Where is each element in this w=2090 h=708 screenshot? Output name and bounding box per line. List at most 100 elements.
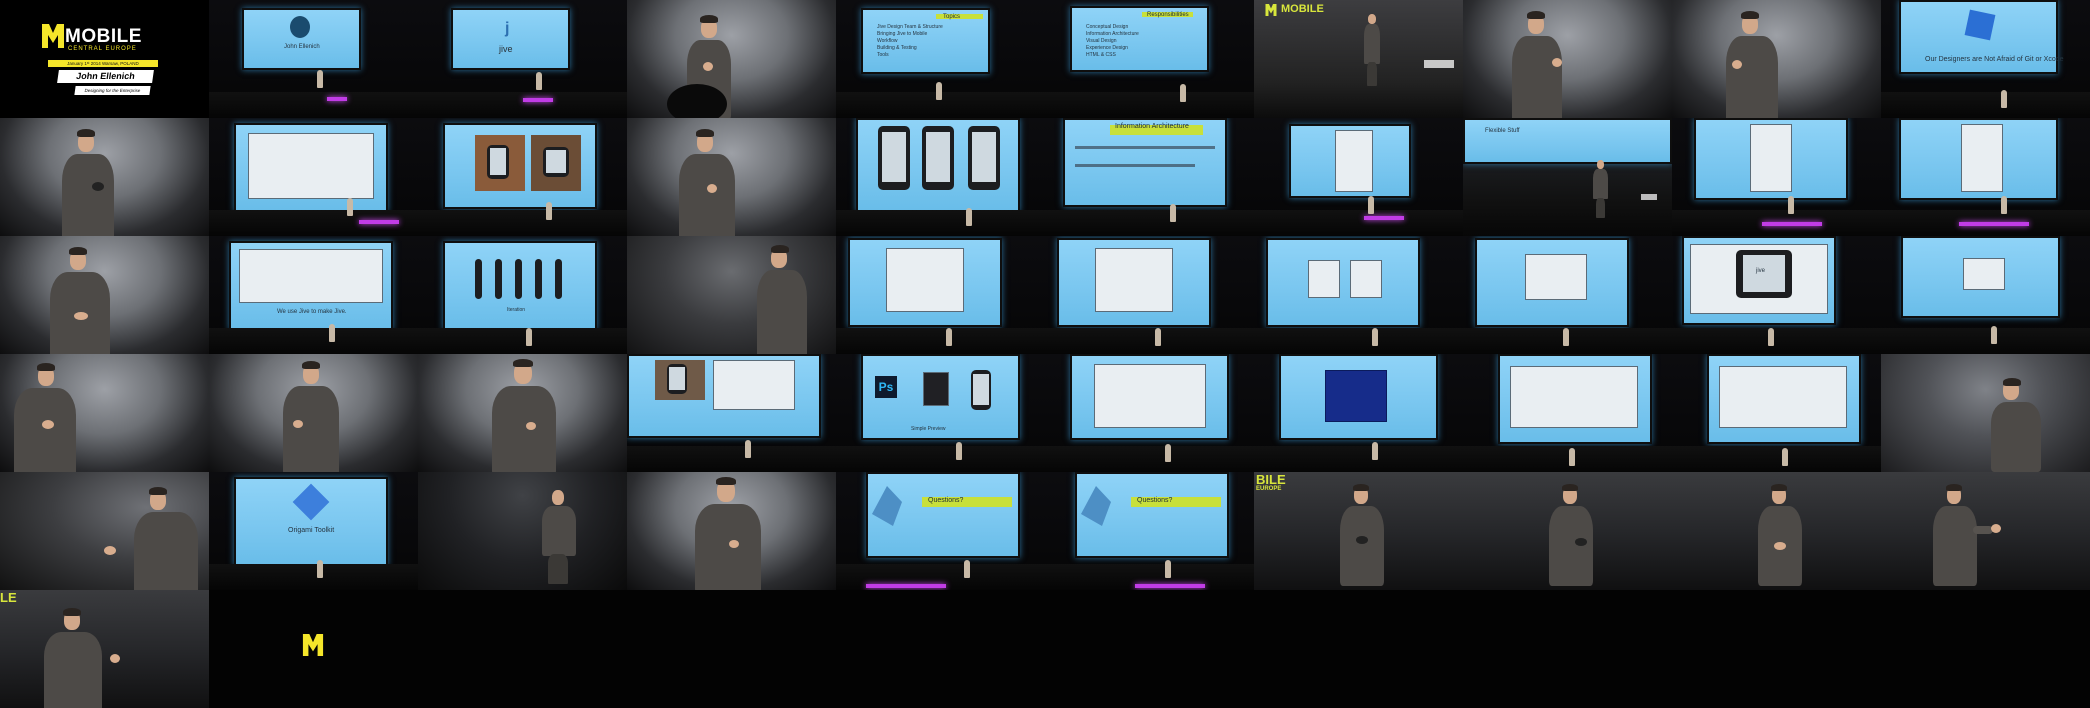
speaker-frame [627, 236, 836, 354]
thumbnail-frame [1463, 354, 1672, 472]
slide-caption: We use Jive to make Jive. [277, 309, 347, 315]
speaker-frame [0, 118, 209, 236]
thumbnail-frame [209, 118, 418, 236]
projection-screen [1070, 354, 1229, 440]
projection-screen [856, 118, 1020, 212]
origami-icon [292, 483, 330, 521]
thumbnail-frame: jive [1672, 236, 1881, 354]
speaker-frame [1881, 354, 2090, 472]
speaker-frame [627, 472, 836, 590]
thumbnail-frame: Questions? [1045, 472, 1254, 590]
projection-screen [1057, 238, 1211, 327]
title-card-frame: MOBILE CENTRAL EUROPE January 1ˢᵗ 2014 W… [0, 0, 209, 118]
mobile-logo-icon [42, 24, 64, 48]
speaker-frame: LE [0, 590, 209, 708]
projection-screen [1266, 238, 1420, 327]
projection-screen: Our Designers are Not Afraid of Git or X… [1899, 0, 2064, 74]
slide-caption: Our Designers are Not Afraid of Git or X… [1925, 56, 2064, 63]
thumbnail-frame [418, 118, 627, 236]
slide-title: Questions? [928, 497, 964, 504]
projection-screen [1694, 118, 1848, 200]
talk-topic: Designing for the Enterprise [74, 86, 151, 95]
origami-shape-icon [872, 486, 902, 526]
thumbnail-frame: Ps Simple Preview [836, 354, 1045, 472]
projection-screen: Information Architecture [1063, 118, 1227, 207]
speaker-frame [1463, 0, 1672, 118]
slide-caption: John Ellenich [284, 44, 320, 50]
person-silhouette-icon [290, 16, 310, 38]
thumbnail-frame [1463, 236, 1672, 354]
photoshop-icon: Ps [875, 376, 897, 398]
projection-screen: Questions? [866, 472, 1020, 558]
stage-banner: BILE [1256, 472, 1286, 487]
thumbnail-frame [1045, 236, 1254, 354]
speaker-frame [418, 354, 627, 472]
thumbnail-frame: j jive [418, 0, 627, 118]
speaker-frame [1463, 472, 1672, 590]
brand-subtitle: CENTRAL EUROPE [68, 46, 137, 52]
projection-screen [1707, 354, 1861, 444]
projection-screen: j jive [451, 8, 570, 70]
projection-screen: Responsibilities Conceptual Design Infor… [1070, 6, 1209, 72]
projection-screen [234, 123, 388, 212]
thumbnail-frame [836, 118, 1045, 236]
slide-title: Topics [943, 14, 961, 20]
mobile-logo-icon [302, 634, 324, 656]
thumbnail-frame: Flexible Stuff [1463, 118, 1672, 236]
thumbnail-frame [1254, 118, 1463, 236]
thumbnail-frame [1254, 236, 1463, 354]
projection-screen: Origami Toolkit [234, 477, 388, 566]
thumbnail-frame: Responsibilities Conceptual Design Infor… [1045, 0, 1254, 118]
projection-screen [1901, 236, 2060, 318]
thumbnail-frame [1045, 354, 1254, 472]
jive-logo-icon: j [505, 20, 510, 37]
projection-screen: We use Jive to make Jive. [229, 241, 393, 330]
speaker-frame [627, 118, 836, 236]
thumbnail-frame [1881, 118, 2090, 236]
projection-screen [1289, 124, 1411, 198]
thumbnail-frame [836, 236, 1045, 354]
slide-title: Questions? [1137, 497, 1173, 504]
origami-shape-icon [1081, 486, 1111, 526]
speaker-frame [1672, 0, 1881, 118]
speaker-frame [0, 472, 209, 590]
event-date: January 1ˢᵗ 2014 Warsaw, POLAND [48, 60, 158, 67]
projection-screen: John Ellenich [242, 8, 361, 70]
projection-screen: Topics Jive Design Team & Structure Brin… [861, 8, 990, 74]
slide-caption: jive [1756, 268, 1766, 274]
jive-wordmark: jive [499, 44, 513, 54]
thumbnail-frame: We use Jive to make Jive. [209, 236, 418, 354]
thumbnail-frame [1881, 236, 2090, 354]
projection-screen [1475, 238, 1629, 327]
thumbnail-frame: MOBILE [1254, 0, 1463, 118]
thumbnail-frame: Topics Jive Design Team & Structure Brin… [836, 0, 1045, 118]
thumbnail-frame: Information Architecture [1045, 118, 1254, 236]
thumbnail-frame: Iteration [418, 236, 627, 354]
thumbnail-frame [627, 354, 836, 472]
projection-screen [443, 123, 597, 209]
thumbnail-frame: Our Designers are Not Afraid of Git or X… [1881, 0, 2090, 118]
projection-screen: jive [1682, 236, 1836, 325]
brand-title: MOBILE [65, 26, 142, 47]
stage-banner: MOBILE [1281, 3, 1324, 15]
slide-title: Information Architecture [1115, 123, 1189, 130]
thumbnail-frame: John Ellenich [209, 0, 418, 118]
speaker-frame [627, 0, 836, 118]
speaker-frame [1881, 472, 2090, 590]
mobile-logo-icon [1265, 4, 1277, 16]
thumbnail-frame [1254, 354, 1463, 472]
thumbnail-frame: Questions? [836, 472, 1045, 590]
thumbnail-frame: Origami Toolkit [209, 472, 418, 590]
speaker-frame [0, 354, 209, 472]
slide-title: Responsibilities [1147, 12, 1189, 18]
speaker-frame [418, 472, 627, 590]
projection-screen [1498, 354, 1652, 444]
slide-caption: Simple Preview [911, 426, 946, 432]
projection-screen: Flexible Stuff [1463, 118, 1672, 164]
slide-title: Flexible Stuff [1485, 128, 1520, 134]
speaker-frame [1672, 472, 1881, 590]
speaker-frame [209, 354, 418, 472]
speaker-name: John Ellenich [57, 70, 154, 83]
projection-screen [627, 354, 821, 438]
